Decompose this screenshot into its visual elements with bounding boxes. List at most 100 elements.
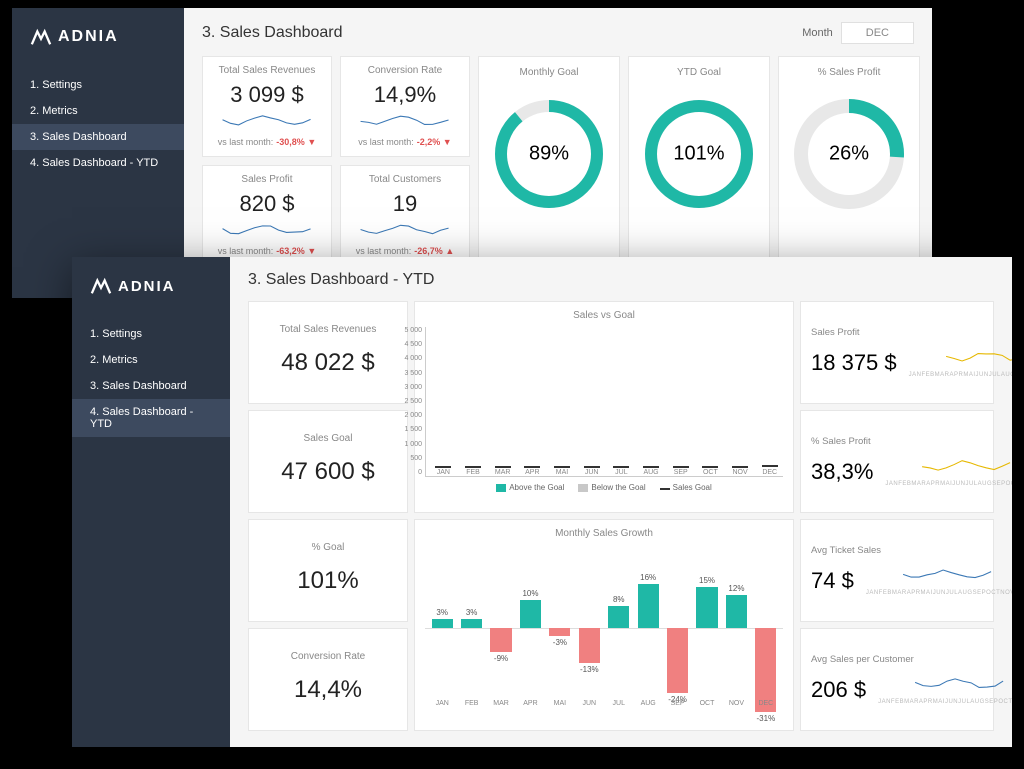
month-label: MAR (493, 700, 509, 707)
growth-label: 16% (640, 573, 656, 582)
logo-icon (30, 26, 52, 48)
month-label: OCT (703, 469, 718, 476)
bar-col: DEC (756, 466, 783, 476)
header-row: 3. Sales Dashboard Month DEC (202, 22, 914, 44)
donut-value: 101% (673, 143, 724, 166)
mini-card-1: % Sales Profit 38,3% JANFEBMARAPRMAIJUNJ… (800, 410, 994, 513)
sidebar-item-0[interactable]: 1. Settings (72, 321, 230, 347)
month-label: JUL (613, 700, 625, 707)
month-label: FEB (465, 700, 479, 707)
mini-sparkline: JANFEBMARAPRMAIJUNJULAUGSEPOCTNOVDEC (885, 457, 1012, 487)
donut-title: % Sales Profit (818, 67, 881, 78)
bar-col: JUL (608, 466, 635, 476)
donut-chart: 101% (639, 94, 759, 214)
growth-bar (520, 600, 541, 627)
chart-title: Monthly Sales Growth (425, 528, 783, 539)
kpi-delta: vs last month:-2,2% ▼ (351, 137, 459, 147)
sales-vs-goal-chart: Sales vs Goal 5 0004 5004 0003 5003 0002… (414, 301, 794, 513)
main-panel: 3. Sales Dashboard Month DEC Total Sales… (184, 8, 932, 298)
growth-label: -13% (580, 665, 599, 674)
growth-col: -31% DEC (753, 545, 779, 695)
sidebar: ADNIA 1. Settings2. Metrics3. Sales Dash… (72, 257, 230, 747)
donut-card-1: YTD Goal 101% (628, 56, 770, 266)
growth-col: 8% JUL (606, 545, 632, 695)
sidebar-item-2[interactable]: 3. Sales Dashboard (72, 373, 230, 399)
sidebar-item-0[interactable]: 1. Settings (12, 72, 184, 98)
bar-col: MAR (489, 466, 516, 476)
month-label: Month (802, 27, 833, 39)
goal-marker (554, 466, 570, 468)
month-label: JAN (436, 700, 449, 707)
kpi-value: 19 (351, 191, 459, 217)
month-label: APR (523, 700, 537, 707)
kpi-card-2: Sales Profit 820 $ vs last month:-63,2% … (202, 165, 332, 266)
kpi-value: 820 $ (213, 191, 321, 217)
brand-logo: ADNIA (12, 26, 184, 72)
bar-col: FEB (460, 466, 487, 476)
growth-col: 3% FEB (458, 545, 484, 695)
mini-title: Sales Profit (811, 327, 983, 338)
kpi-card-0: Total Sales Revenues 3 099 $ vs last mon… (202, 56, 332, 157)
kpi-title: Sales Profit (213, 174, 321, 185)
growth-chart: 3% JAN 3% FEB -9% MAR 10% APR -3% MAI -1… (425, 545, 783, 695)
month-label: SEP (674, 469, 688, 476)
kpi-delta: vs last month:-26,7% ▲ (351, 246, 459, 256)
growth-label: 10% (522, 589, 538, 598)
month-label: FEB (466, 469, 480, 476)
bar-col: JUN (578, 466, 605, 476)
mini-sparkline: JANFEBMARAPRMAIJUNJULAUGSEPOCTNOVDEC (909, 348, 1012, 378)
month-label: NOV (732, 469, 747, 476)
sidebar-item-1[interactable]: 2. Metrics (12, 98, 184, 124)
sidebar-item-3[interactable]: 4. Sales Dashboard - YTD (72, 399, 230, 437)
mini-value: 74 $ (811, 568, 854, 594)
sidebar-item-3[interactable]: 4. Sales Dashboard - YTD (12, 150, 184, 176)
kpi-title: Conversion Rate (351, 65, 459, 76)
growth-col: -9% MAR (488, 545, 514, 695)
donut-chart: 26% (789, 94, 909, 214)
sidebar: ADNIA 1. Settings2. Metrics3. Sales Dash… (12, 8, 184, 298)
mini-sparkline: JANFEBMARAPRMAIJUNJULAUGSEPOCTNOVDEC (866, 566, 1012, 596)
goal-marker (584, 466, 600, 468)
goal-marker (643, 466, 659, 468)
growth-bar (667, 628, 688, 693)
metric-card-2: % Goal 101% (248, 519, 408, 622)
donut-card-2: % Sales Profit 26% (778, 56, 920, 266)
goal-marker (435, 466, 451, 468)
metric-value: 101% (261, 567, 395, 595)
metric-title: Total Sales Revenues (261, 324, 395, 335)
sidebar-item-1[interactable]: 2. Metrics (72, 347, 230, 373)
mini-title: Avg Ticket Sales (811, 545, 983, 556)
dashboard-window-2: ADNIA 1. Settings2. Metrics3. Sales Dash… (72, 257, 1012, 747)
sidebar-item-2[interactable]: 3. Sales Dashboard (12, 124, 184, 150)
growth-label: 15% (699, 576, 715, 585)
metric-card-0: Total Sales Revenues 48 022 $ (248, 301, 408, 404)
kpi-value: 3 099 $ (213, 82, 321, 108)
month-dropdown[interactable]: DEC (841, 22, 914, 44)
donut-chart: 89% (489, 94, 609, 214)
mini-sparkline: JANFEBMARAPRMAIJUNJULAUGSEPOCTNOVDEC (878, 675, 1012, 705)
month-label: MAI (554, 700, 566, 707)
mini-card-3: Avg Sales per Customer 206 $ JANFEBMARAP… (800, 628, 994, 731)
mini-value: 38,3% (811, 459, 873, 485)
metric-card-1: Sales Goal 47 600 $ (248, 410, 408, 513)
main-panel: 3. Sales Dashboard - YTD Total Sales Rev… (230, 257, 1012, 747)
month-label: JUN (585, 469, 599, 476)
donut-card-0: Monthly Goal 89% (478, 56, 620, 266)
month-label: JUL (615, 469, 627, 476)
chart-title: Sales vs Goal (425, 310, 783, 321)
mini-title: Avg Sales per Customer (811, 654, 983, 665)
metric-title: % Goal (261, 542, 395, 553)
month-label: MAR (495, 469, 511, 476)
month-label: APR (525, 469, 539, 476)
growth-bar (726, 595, 747, 628)
metric-title: Sales Goal (261, 433, 395, 444)
kpi-card-1: Conversion Rate 14,9% vs last month:-2,2… (340, 56, 470, 157)
growth-bar (490, 628, 511, 653)
goal-marker (613, 466, 629, 468)
growth-bar (432, 619, 453, 627)
mini-value: 206 $ (811, 677, 866, 703)
metric-card-3: Conversion Rate 14,4% (248, 628, 408, 731)
goal-marker (762, 465, 778, 467)
mini-card-0: Sales Profit 18 375 $ JANFEBMARAPRMAIJUN… (800, 301, 994, 404)
page-title: 3. Sales Dashboard - YTD (248, 271, 434, 289)
